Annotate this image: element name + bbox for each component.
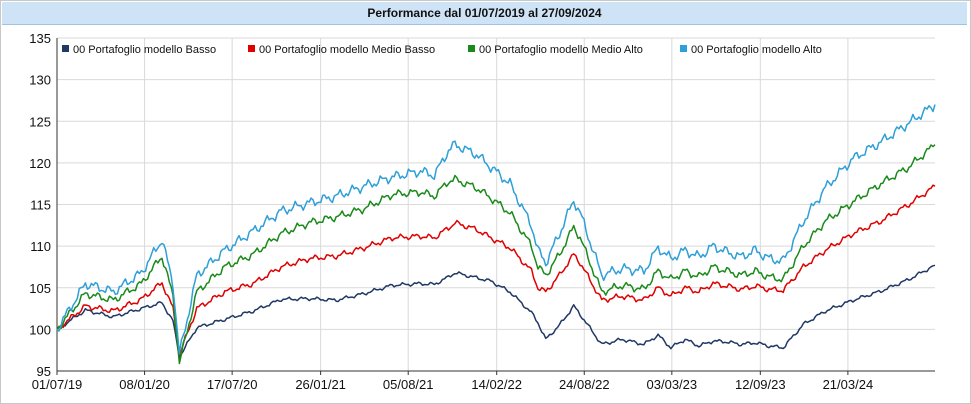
series-line	[56, 144, 936, 365]
series-line	[56, 264, 936, 360]
legend-label: 00 Portafoglio modello Medio Alto	[479, 44, 643, 56]
x-tick-label: 05/08/21	[383, 377, 434, 392]
y-axis-ticks: 95 100 105 110 115 120 125 130 135	[29, 31, 51, 379]
x-tick-label: 12/09/23	[735, 377, 786, 392]
y-tick-label: 115	[30, 198, 51, 213]
x-tick-label: 03/03/23	[647, 377, 698, 392]
chart-title: Performance dal 01/07/2019 al 27/09/2024	[367, 6, 602, 20]
grid-lines	[56, 37, 935, 372]
series-lines	[56, 104, 936, 365]
legend-label: 00 Portafoglio modello Basso	[73, 44, 216, 56]
x-tick-label: 01/07/19	[32, 377, 83, 392]
legend-swatch	[680, 45, 687, 52]
legend-label: 00 Portafoglio modello Medio Basso	[259, 44, 435, 56]
legend-swatch	[468, 45, 475, 52]
x-tick-label: 08/01/20	[119, 377, 170, 392]
y-tick-label: 110	[30, 239, 51, 254]
legend: 00 Portafoglio modello Basso 00 Portafogl…	[62, 44, 822, 56]
chart-title-bar: Performance dal 01/07/2019 al 27/09/2024	[2, 2, 967, 25]
x-axis-ticks: 01/07/19 08/01/20 17/07/20 26/01/21 05/08/21…	[32, 371, 873, 392]
series-line	[56, 104, 936, 355]
legend-swatch	[62, 45, 69, 52]
x-tick-label: 21/03/24	[823, 377, 874, 392]
x-tick-label: 17/07/20	[207, 377, 258, 392]
x-tick-label: 26/01/21	[295, 377, 346, 392]
axes	[56, 38, 935, 372]
legend-label: 00 Portafoglio modello Alto	[691, 44, 822, 56]
y-tick-label: 120	[29, 156, 51, 171]
y-tick-label: 125	[29, 114, 51, 129]
y-tick-label: 130	[29, 73, 51, 88]
y-tick-label: 100	[29, 322, 51, 337]
y-tick-label: 95	[37, 364, 51, 379]
y-tick-label: 105	[29, 281, 51, 296]
x-tick-label: 24/08/22	[559, 377, 610, 392]
x-tick-label: 14/02/22	[471, 377, 522, 392]
legend-swatch	[248, 45, 255, 52]
y-tick-label: 135	[29, 31, 51, 46]
series-line	[56, 184, 936, 356]
